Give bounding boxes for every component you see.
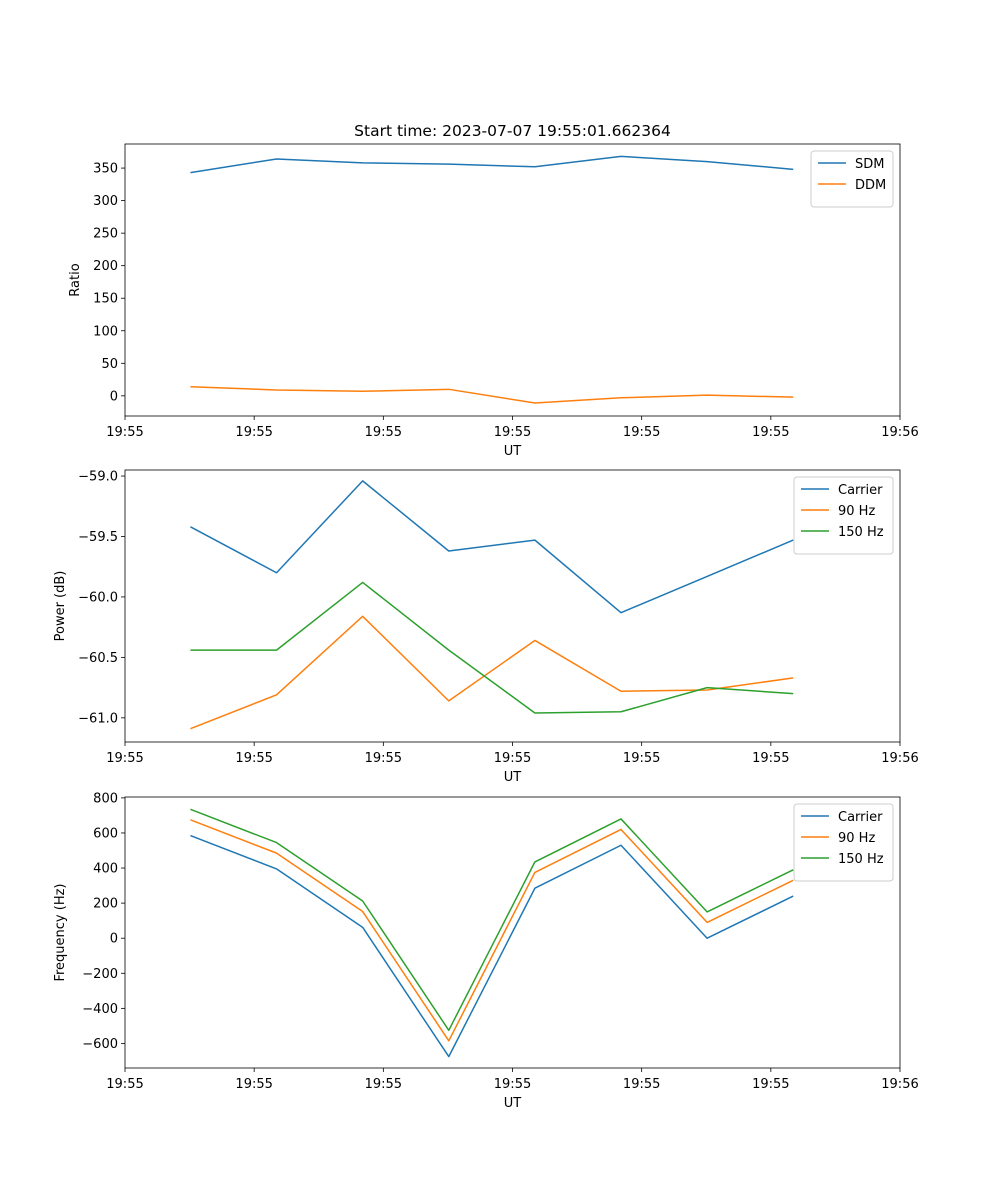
x-axis-label: UT xyxy=(504,1096,522,1111)
y-tick-label: 350 xyxy=(93,162,118,177)
y-tick-label: −600 xyxy=(82,1037,118,1052)
series-line-ddm xyxy=(190,385,794,404)
y-tick-label: 100 xyxy=(93,324,118,339)
ratio-panel: 19:55 19:55 19:55 19:55 19:55 19:55 19:56 0 50 10… xyxy=(68,143,919,459)
legend-label-90-hz: 90 Hz xyxy=(838,831,875,846)
legend-box xyxy=(793,476,894,555)
x-tick-label: 19:55 xyxy=(752,425,789,440)
y-tick-label: −60.5 xyxy=(78,651,118,666)
x-tick-label: 19:55 xyxy=(235,1077,272,1092)
x-tick-label: 19:55 xyxy=(623,751,660,766)
legend: SDM DDM xyxy=(810,150,894,208)
x-tick-label: 19:55 xyxy=(494,751,531,766)
x-tick-label: 19:55 xyxy=(106,425,143,440)
y-tick-label: −200 xyxy=(82,967,118,982)
x-tick-label: 19:55 xyxy=(235,751,272,766)
x-tick-label: 19:55 xyxy=(106,751,143,766)
x-tick-label: 19:56 xyxy=(881,425,918,440)
y-tick-label: 200 xyxy=(93,259,118,274)
axes-frame xyxy=(124,143,901,417)
series-line-carrier xyxy=(190,834,794,1058)
x-tick-label: 19:55 xyxy=(106,1077,143,1092)
x-tick-label: 19:55 xyxy=(752,751,789,766)
axes-frame xyxy=(124,469,901,743)
series-line-90-hz xyxy=(190,819,794,1042)
x-tick-label: 19:56 xyxy=(881,1077,918,1092)
series-line-150-hz xyxy=(190,808,794,1032)
x-tick-label: 19:55 xyxy=(623,425,660,440)
legend-label-150-hz: 150 Hz xyxy=(838,525,884,540)
y-tick-label: −59.5 xyxy=(78,530,118,545)
y-tick-label: −61.0 xyxy=(78,711,118,726)
x-axis-label: UT xyxy=(504,444,522,459)
y-axis-label: Ratio xyxy=(68,263,83,296)
x-tick-label: 19:55 xyxy=(623,1077,660,1092)
y-tick-label: 600 xyxy=(93,826,118,841)
legend-label-ddm: DDM xyxy=(855,178,886,193)
x-tick-label: 19:55 xyxy=(494,425,531,440)
legend: Carrier 90 Hz 150 Hz xyxy=(793,803,894,882)
series-line-90-hz xyxy=(190,615,794,730)
y-tick-label: 400 xyxy=(93,862,118,877)
figure-title: Start time: 2023-07-07 19:55:01.662364 xyxy=(354,122,671,140)
y-tick-label: 250 xyxy=(93,227,118,242)
y-tick-label: −400 xyxy=(82,1002,118,1017)
x-tick-label: 19:55 xyxy=(365,1077,402,1092)
legend-label-carrier: Carrier xyxy=(838,810,883,825)
y-tick-label: 800 xyxy=(93,791,118,806)
y-tick-label: 200 xyxy=(93,897,118,912)
legend-label-90-hz: 90 Hz xyxy=(838,504,875,519)
y-tick-label: −59.0 xyxy=(78,470,118,485)
series-line-carrier xyxy=(190,480,794,614)
legend-label-carrier: Carrier xyxy=(838,483,883,498)
x-tick-label: 19:55 xyxy=(235,425,272,440)
legend-label-150-hz: 150 Hz xyxy=(838,852,884,867)
x-tick-label: 19:55 xyxy=(365,425,402,440)
legend-box xyxy=(810,150,894,208)
y-tick-label: 150 xyxy=(93,292,118,307)
y-tick-label: 50 xyxy=(101,357,118,372)
y-tick-label: 0 xyxy=(110,932,118,947)
y-axis-label: Power (dB) xyxy=(53,571,68,642)
y-tick-label: −60.0 xyxy=(78,590,118,605)
x-tick-label: 19:55 xyxy=(752,1077,789,1092)
x-axis-label: UT xyxy=(504,770,522,785)
power-panel: 19:55 19:55 19:55 19:55 19:55 19:55 19:56 −61.0… xyxy=(53,470,919,785)
y-tick-label: 300 xyxy=(93,194,118,209)
legend-label-sdm: SDM xyxy=(855,157,884,172)
legend-box xyxy=(793,803,894,882)
x-tick-label: 19:55 xyxy=(494,1077,531,1092)
frequency-panel: 19:55 19:55 19:55 19:55 19:55 19:55 19:56 −600 −… xyxy=(53,791,919,1111)
legend: Carrier 90 Hz 150 Hz xyxy=(793,476,894,555)
y-axis-label: Frequency (Hz) xyxy=(53,883,68,981)
series-line-150-hz xyxy=(190,581,794,714)
y-tick-label: 0 xyxy=(110,389,118,404)
x-tick-label: 19:56 xyxy=(881,751,918,766)
x-tick-label: 19:55 xyxy=(365,751,402,766)
series-line-sdm xyxy=(190,155,794,174)
